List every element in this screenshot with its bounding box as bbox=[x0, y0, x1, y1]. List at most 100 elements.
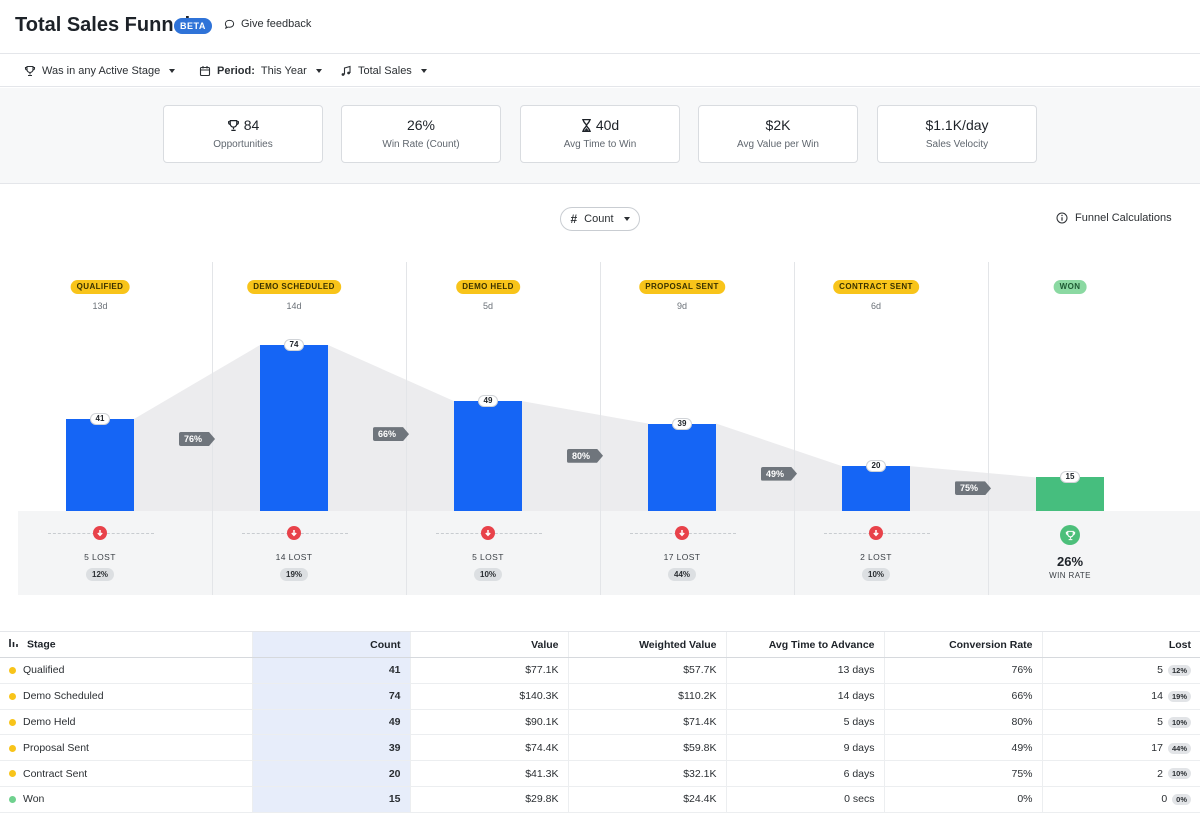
stage-days: 6d bbox=[870, 301, 882, 311]
lost-count: 17 bbox=[1151, 741, 1163, 754]
trophy-icon bbox=[1060, 525, 1080, 545]
kpi-value: 84 bbox=[243, 117, 260, 133]
funnel-calculations-label: Funnel Calculations bbox=[1075, 212, 1172, 224]
count-cell: 39 bbox=[251, 734, 410, 762]
stage-name: Proposal Sent bbox=[23, 741, 89, 754]
bar-count-label: 49 bbox=[478, 395, 498, 408]
funnel-calculations-link[interactable]: Funnel Calculations bbox=[1056, 212, 1172, 224]
table-row[interactable]: Demo Scheduled 74 $140.3K $110.2K 14 days 66%… bbox=[0, 683, 1200, 710]
arrow-down-icon bbox=[869, 526, 883, 540]
chevron-down-icon bbox=[169, 69, 176, 73]
avg-time-cell: 6 days bbox=[725, 760, 884, 787]
lost-count: 0 bbox=[1161, 793, 1168, 806]
trophy-icon bbox=[227, 119, 239, 131]
kpi-sales-velocity: $1.1K/day Sales Velocity bbox=[877, 105, 1037, 163]
chevron-down-icon bbox=[420, 69, 427, 73]
lost-count: 5 LOST bbox=[472, 552, 504, 562]
weighted-value-cell: $110.2K bbox=[567, 683, 726, 710]
give-feedback-link[interactable]: Give feedback bbox=[224, 18, 311, 30]
arrow-down-icon bbox=[287, 526, 301, 540]
funnel-bar[interactable] bbox=[260, 345, 328, 511]
conversion-rate-cell: 76% bbox=[883, 657, 1042, 684]
bar-count-label: 20 bbox=[866, 460, 886, 473]
table-row[interactable]: Proposal Sent 39 $74.4K $59.8K 9 days 49% 17 44… bbox=[0, 734, 1200, 762]
lost-cell: 0 0% bbox=[1041, 786, 1200, 813]
stage-name: Contract Sent bbox=[23, 767, 88, 780]
table-row[interactable]: Demo Held 49 $90.1K $71.4K 5 days 80% 5 10% bbox=[0, 709, 1200, 736]
music-note-icon bbox=[341, 65, 351, 76]
kpi-label: Avg Value per Win bbox=[737, 139, 819, 150]
weighted-value-cell: $24.4K bbox=[567, 786, 726, 813]
stage-pill: PROPOSAL SENT bbox=[639, 280, 725, 294]
table-row[interactable]: Qualified 41 $77.1K $57.7K 13 days 76% 5 12% bbox=[0, 657, 1200, 684]
count-column-header[interactable]: Count bbox=[251, 631, 410, 658]
stage-days: 9d bbox=[676, 301, 688, 311]
lost-percent-badge: 44% bbox=[667, 568, 697, 581]
metric-label: Total Sales bbox=[358, 65, 412, 77]
arrow-down-icon bbox=[93, 526, 107, 540]
avg-time-cell: 13 days bbox=[725, 657, 884, 684]
table-row[interactable]: Contract Sent 20 $41.3K $32.1K 6 days 75% 2 10% bbox=[0, 760, 1200, 787]
funnel-bar[interactable] bbox=[842, 466, 910, 511]
stage-cell: Contract Sent bbox=[0, 760, 252, 787]
lost-percent-badge: 0% bbox=[1172, 794, 1191, 806]
filter-bar: Was in any Active Stage Period: This Yea… bbox=[0, 54, 1200, 87]
stage-filter-dropdown[interactable]: Was in any Active Stage bbox=[24, 61, 176, 81]
stage-name: Demo Held bbox=[23, 715, 76, 728]
value-column-header[interactable]: Value bbox=[409, 631, 568, 658]
stage-pill: CONTRACT SENT bbox=[833, 280, 919, 294]
win-rate-label: WIN RATE bbox=[1049, 571, 1091, 580]
lost-cell: 17 44% bbox=[1041, 734, 1200, 762]
funnel-bar[interactable] bbox=[454, 401, 522, 511]
lost-count: 2 LOST bbox=[860, 552, 892, 562]
kpi-label: Opportunities bbox=[213, 139, 273, 150]
value-cell: $77.1K bbox=[409, 657, 568, 684]
stage-days: 5d bbox=[482, 301, 494, 311]
weighted-value-cell: $71.4K bbox=[567, 709, 726, 736]
stage-table: Stage Count Value Weighted Value Avg Tim… bbox=[0, 631, 1200, 813]
calendar-icon bbox=[199, 66, 211, 77]
conversion-rate-column-header[interactable]: Conversion Rate bbox=[883, 631, 1042, 658]
conversion-rate-cell: 75% bbox=[883, 760, 1042, 787]
weighted-value-column-header[interactable]: Weighted Value bbox=[567, 631, 726, 658]
funnel-chart: QUALIFIED 13d 41 5 LOST 12% 76% DEMO SCHEDULED… bbox=[0, 250, 1200, 600]
lost-cell: 14 19% bbox=[1041, 683, 1200, 710]
period-dropdown[interactable]: Period: This Year bbox=[199, 61, 322, 81]
stage-name: Won bbox=[23, 793, 45, 806]
lost-count: 14 bbox=[1151, 690, 1163, 703]
lost-count: 5 LOST bbox=[84, 552, 116, 562]
table-row[interactable]: Won 15 $29.8K $24.4K 0 secs 0% 0 0% bbox=[0, 786, 1200, 813]
count-cell: 20 bbox=[251, 760, 410, 787]
lost-count: 2 bbox=[1157, 767, 1163, 780]
lost-column-header[interactable]: Lost bbox=[1041, 631, 1200, 658]
lost-percent-badge: 44% bbox=[1167, 742, 1191, 754]
value-cell: $90.1K bbox=[409, 709, 568, 736]
kpi-value: 26% bbox=[406, 117, 436, 133]
stage-cell: Demo Scheduled bbox=[0, 683, 252, 710]
weighted-value-cell: $59.8K bbox=[567, 734, 726, 762]
win-rate-value: 26% bbox=[1056, 554, 1084, 569]
stage-cell: Proposal Sent bbox=[0, 734, 252, 762]
funnel-bar[interactable] bbox=[648, 423, 716, 511]
bar-count-label: 74 bbox=[284, 339, 304, 351]
chevron-down-icon bbox=[315, 69, 322, 73]
stage-color-dot bbox=[9, 692, 16, 700]
arrow-down-icon bbox=[481, 526, 495, 540]
chat-bubble-icon bbox=[224, 19, 235, 29]
conversion-rate-tag: 49% bbox=[761, 467, 797, 481]
columns-icon bbox=[9, 638, 20, 651]
kpi-label: Win Rate (Count) bbox=[382, 139, 460, 150]
metric-dropdown[interactable]: Total Sales bbox=[340, 61, 427, 81]
stage-pill: DEMO HELD bbox=[456, 280, 520, 294]
trophy-icon bbox=[24, 65, 36, 77]
stage-cell: Won bbox=[0, 786, 252, 813]
table-header-row: Stage Count Value Weighted Value Avg Tim… bbox=[0, 631, 1200, 658]
kpi-label: Avg Time to Win bbox=[563, 139, 637, 150]
count-dropdown[interactable]: # Count bbox=[560, 207, 640, 231]
stage-column-header[interactable]: Stage bbox=[0, 631, 252, 658]
funnel-bar[interactable] bbox=[66, 419, 134, 511]
lost-percent-badge: 12% bbox=[1167, 665, 1191, 677]
avg-time-column-header[interactable]: Avg Time to Advance bbox=[725, 631, 884, 658]
value-cell: $74.4K bbox=[409, 734, 568, 762]
page-header: Total Sales Funnel BETA Give feedback bbox=[0, 0, 1200, 54]
